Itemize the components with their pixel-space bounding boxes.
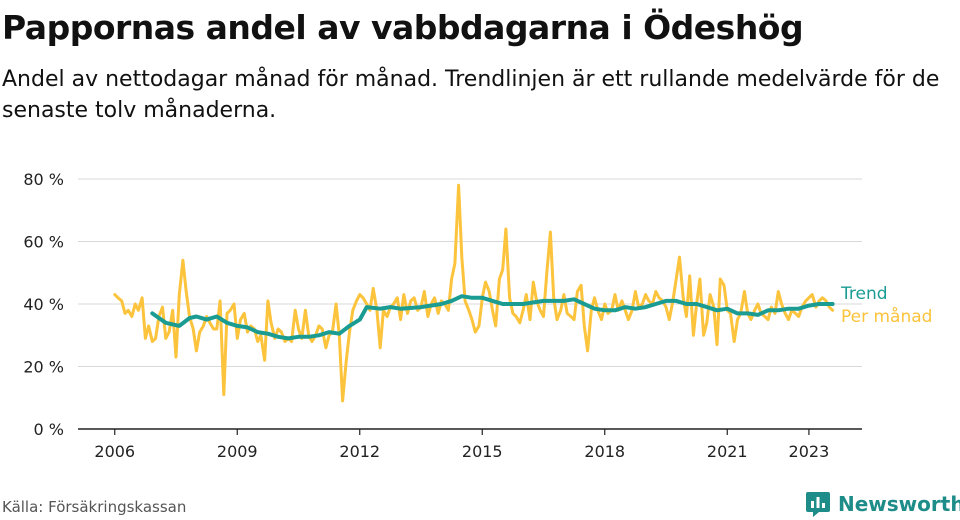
source-note: Källa: Försäkringskassan [2,498,187,516]
line-chart: 0 % 20 % 40 % 60 % 80 % 2006 2009 2012 2015 2018… [23,170,932,461]
grid-layer [78,178,862,430]
y-tick-label: 0 % [34,420,64,439]
x-tick-label: 2021 [707,442,748,461]
series-line-per-manad [113,183,835,403]
y-tick-label: 60 % [23,233,64,252]
x-tick-label: 2015 [462,442,503,461]
y-tick-label: 80 % [23,170,64,189]
legend-label-per-manad: Per månad [841,306,932,327]
x-tick-label: 2006 [94,442,135,461]
y-tick-label: 40 % [23,295,64,314]
x-tick-label: 2012 [339,442,380,461]
y-axis-ticks: 0 % 20 % 40 % 60 % 80 % [23,170,64,439]
newsworthy-bar-chart-icon [806,492,830,517]
newsworthy-logo[interactable]: Newsworthy [805,488,960,520]
chart-subtitle: Andel av nettodagar månad för månad. Tre… [2,67,940,123]
y-tick-label: 20 % [23,358,64,377]
brand-name: Newsworthy [838,492,960,516]
x-axis-ticks: 2006 2009 2012 2015 2018 2021 2023 [94,429,829,461]
legend-label-trend: Trend [840,284,888,304]
series-line-trend [150,294,835,341]
series-layer [113,183,835,403]
x-tick-label: 2009 [217,442,258,461]
x-tick-label: 2023 [789,442,830,461]
page-title: Pappornas andel av vabbdagarna i Ödeshög [2,8,804,47]
x-tick-label: 2018 [584,442,625,461]
